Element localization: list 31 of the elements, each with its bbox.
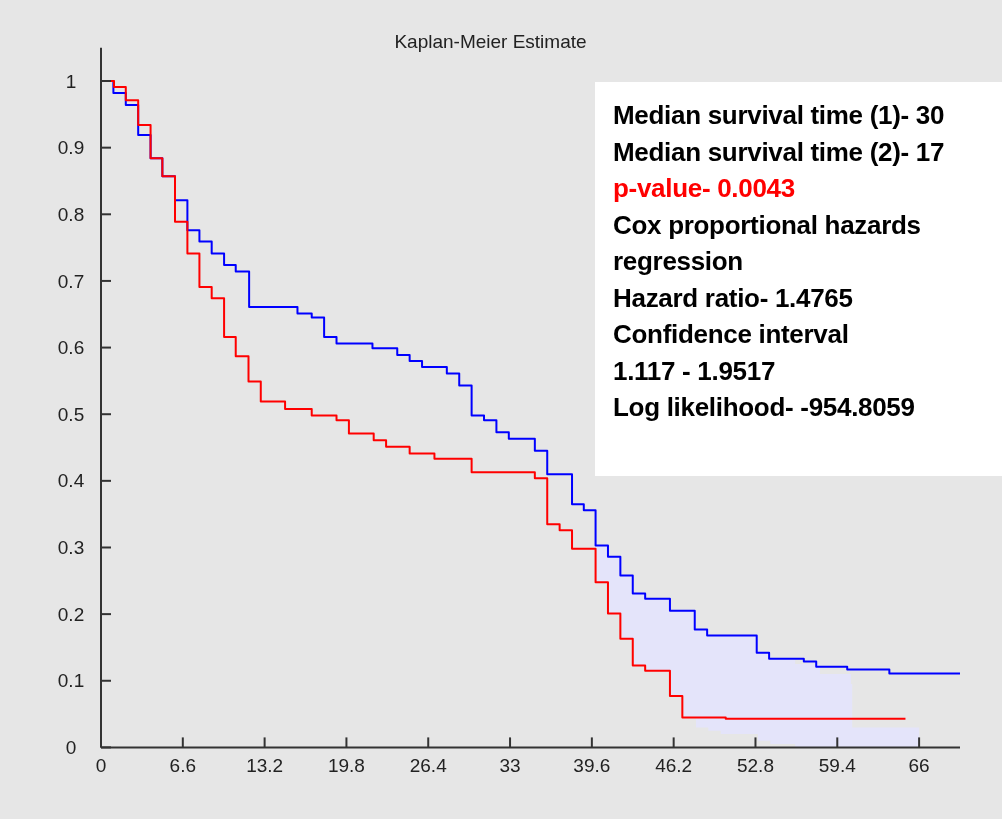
x-tick-label: 26.4 xyxy=(409,755,448,777)
y-tick-label: 0.4 xyxy=(57,470,85,492)
annotation: Hazard ratio- 1.4765 xyxy=(613,282,853,313)
annotation: Median survival time (1)- 30 xyxy=(613,100,945,130)
x-tick-label: 46.2 xyxy=(655,755,693,777)
y-tick-label: 1 xyxy=(65,70,77,92)
y-tick-label: 0.5 xyxy=(57,403,85,425)
y-tick-label: 0.2 xyxy=(57,603,85,625)
y-tick-label: 0.7 xyxy=(57,270,85,292)
y-tick-label: 0 xyxy=(65,737,77,759)
annotation: 1.117 - 1.9517 xyxy=(613,355,776,386)
x-tick-label: 39.6 xyxy=(573,755,611,777)
y-tick-label: 0.9 xyxy=(57,137,85,159)
annotation: Median survival time (2)- 17 xyxy=(613,136,945,167)
annotation: Confidence interval xyxy=(613,319,849,349)
chart-title: Kaplan-Meier Estimate xyxy=(394,31,587,52)
y-tick-label: 0.1 xyxy=(57,670,85,692)
y-tick-label: 0.6 xyxy=(57,337,85,359)
annotation: p-value- 0.0043 xyxy=(613,173,795,203)
annotation: Log likelihood- -954.8059 xyxy=(613,392,915,422)
x-tick-label: 59.4 xyxy=(818,755,857,777)
x-tick-label: 0 xyxy=(95,755,107,777)
x-tick-label: 19.8 xyxy=(327,755,365,777)
annotation: Cox proportional hazards regression xyxy=(613,209,921,276)
x-tick-label: 52.8 xyxy=(736,755,774,777)
y-tick-label: 0.3 xyxy=(57,537,85,559)
x-tick-label: 33 xyxy=(499,755,521,777)
x-tick-label: 13.2 xyxy=(246,755,284,777)
x-tick-label: 66 xyxy=(908,755,930,777)
y-tick-label: 0.8 xyxy=(57,203,85,225)
x-tick-label: 6.6 xyxy=(169,755,197,777)
